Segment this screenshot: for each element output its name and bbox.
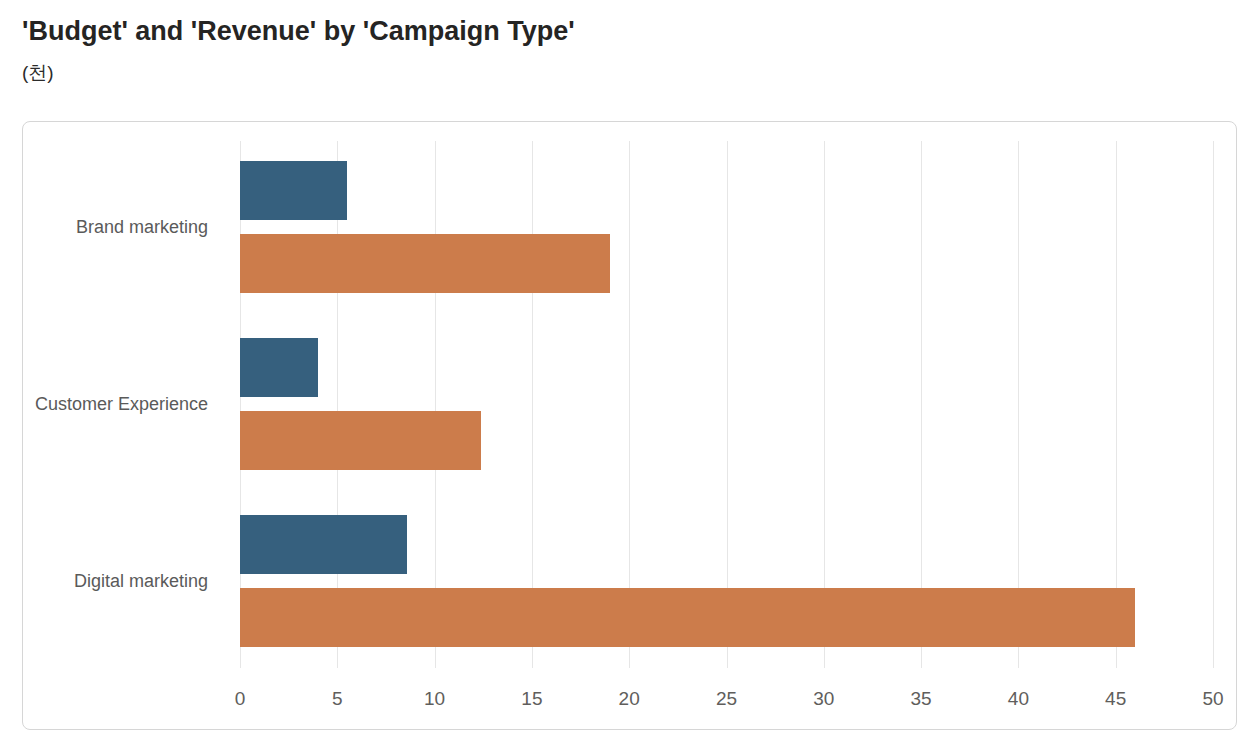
x-tick-label: 30	[813, 688, 834, 710]
bar-group	[240, 161, 1213, 293]
revenue-bar[interactable]	[240, 588, 1135, 647]
budget-bar[interactable]	[240, 338, 318, 397]
bar-group	[240, 515, 1213, 647]
x-tick-label: 10	[424, 688, 445, 710]
budget-bar[interactable]	[240, 161, 347, 220]
category-label: Brand marketing	[76, 217, 208, 238]
gridline	[1213, 141, 1214, 668]
category-label: Customer Experience	[35, 394, 208, 415]
report-page: 'Budget' and 'Revenue' by 'Campaign Type…	[0, 0, 1254, 748]
x-tick-label: 0	[235, 688, 246, 710]
chart-card: Brand marketing Customer Experience Digita…	[22, 121, 1237, 730]
revenue-bar[interactable]	[240, 234, 610, 293]
revenue-bar[interactable]	[240, 411, 481, 470]
x-tick-label: 15	[521, 688, 542, 710]
category-label: Digital marketing	[74, 571, 208, 592]
bar-group	[240, 338, 1213, 470]
x-tick-label: 50	[1202, 688, 1223, 710]
plot-area	[240, 141, 1213, 668]
x-tick-label: 25	[716, 688, 737, 710]
chart-title: 'Budget' and 'Revenue' by 'Campaign Type…	[22, 16, 575, 47]
value-axis: 05101520253035404550	[240, 682, 1213, 712]
x-tick-label: 40	[1008, 688, 1029, 710]
x-tick-label: 35	[911, 688, 932, 710]
x-tick-label: 45	[1105, 688, 1126, 710]
category-axis: Brand marketing Customer Experience Digita…	[23, 141, 224, 668]
x-tick-label: 5	[332, 688, 343, 710]
chart-units-label: (천)	[22, 60, 54, 86]
x-tick-label: 20	[619, 688, 640, 710]
budget-bar[interactable]	[240, 515, 407, 574]
